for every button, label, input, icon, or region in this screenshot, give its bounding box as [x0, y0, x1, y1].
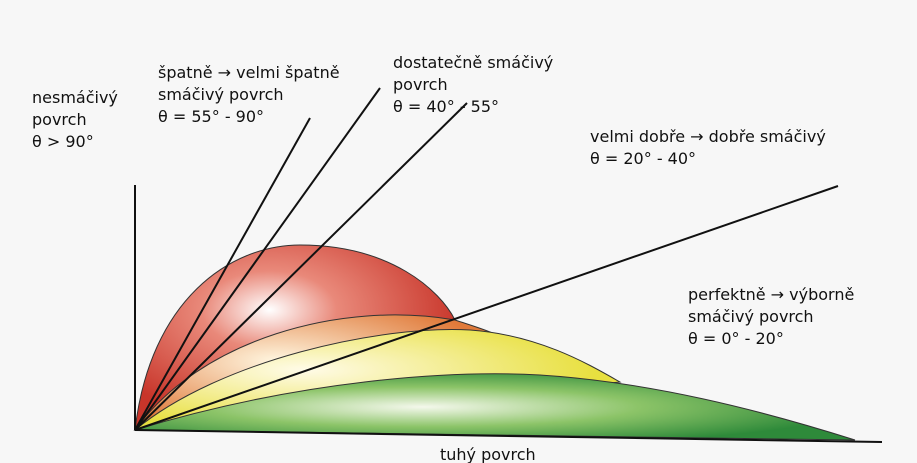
label-line: povrch	[393, 75, 448, 94]
label-line: smáčivý povrch	[688, 307, 814, 326]
surface-label: tuhý povrch	[440, 445, 536, 463]
label-line: θ = 20° - 40°	[590, 149, 696, 168]
surface-line	[134, 429, 883, 443]
angle-line	[134, 87, 381, 431]
label-line: θ = 0° - 20°	[688, 329, 784, 348]
label-line: dostatečně smáčivý	[393, 53, 553, 72]
label-line: perfektně → výborně	[688, 285, 854, 304]
label-line: špatně → velmi špatně	[158, 63, 340, 82]
angle-line	[134, 102, 468, 431]
angle-line	[134, 117, 311, 431]
label-line: velmi dobře → dobře smáčivý	[590, 127, 826, 146]
label-line: povrch	[32, 110, 87, 129]
drop-green	[134, 373, 856, 441]
label-line: θ = 55° - 90°	[158, 107, 264, 126]
label-line: θ = 40° - 55°	[393, 97, 499, 116]
label-line: nesmáčivý	[32, 88, 118, 107]
label-line: θ > 90°	[32, 132, 94, 151]
label-line: smáčivý povrch	[158, 85, 284, 104]
angle-line	[134, 185, 839, 431]
